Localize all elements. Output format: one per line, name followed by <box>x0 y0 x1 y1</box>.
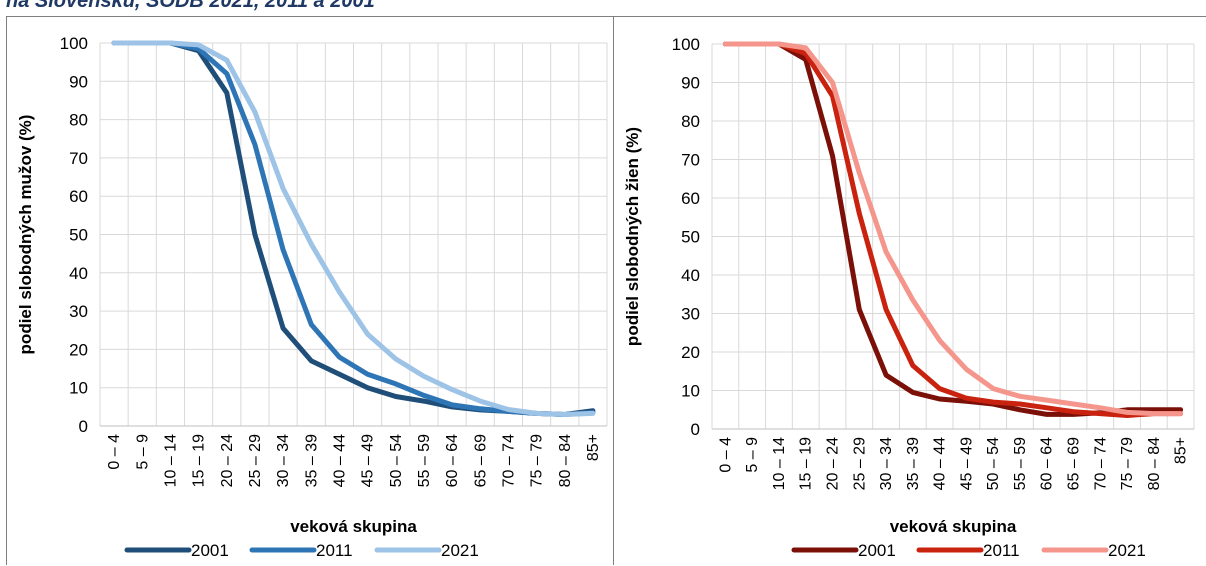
x-axis-title: veková skupina <box>290 517 417 536</box>
x-tick-label: 45 – 49 <box>360 434 377 487</box>
x-tick-label: 50 – 54 <box>985 437 1002 490</box>
y-tick-label: 80 <box>681 112 700 131</box>
x-tick-label: 35 – 39 <box>905 437 922 490</box>
y-tick-label: 50 <box>681 228 700 247</box>
y-tick-label: 40 <box>681 266 700 285</box>
y-tick-label: 70 <box>681 151 700 170</box>
chart-panel-men: 0 10 20 30 40 50 60 70 80 90 100 0 – 4 5 – 9 10 – 14 1… <box>6 16 613 565</box>
y-tick-label: 30 <box>69 302 88 321</box>
x-tick-label: 0 – 4 <box>106 434 123 470</box>
legend-label-2021: 2021 <box>1108 541 1146 560</box>
y-tick-label: 20 <box>681 343 700 362</box>
x-tick-label: 25 – 29 <box>851 437 868 490</box>
y-axis-title: podiel slobodných žien (%) <box>623 127 642 346</box>
x-tick-label: 85+ <box>585 434 602 461</box>
y-tick-label: 80 <box>69 111 88 130</box>
legend-label-2011: 2011 <box>316 541 353 560</box>
x-tick-label: 60 – 64 <box>444 434 461 487</box>
x-tick-label: 50 – 54 <box>388 434 405 487</box>
legend-label-2001: 2001 <box>858 541 896 560</box>
legend-label-2021: 2021 <box>441 541 479 560</box>
x-tick-label: 75 – 79 <box>1119 437 1136 490</box>
x-tick-label: 5 – 9 <box>134 434 151 470</box>
x-tick-label: 55 – 59 <box>416 434 433 487</box>
x-tick-label: 75 – 79 <box>529 434 546 487</box>
legend-label-2001: 2001 <box>191 541 229 560</box>
x-tick-label: 60 – 64 <box>1039 437 1056 490</box>
x-axis-title: veková skupina <box>890 517 1017 536</box>
y-tick-label: 60 <box>681 189 700 208</box>
x-tick-label: 85+ <box>1173 437 1190 464</box>
chart-heading: na Slovensku, SODB 2021, 2011 a 2001 <box>6 0 375 12</box>
x-tick-label: 70 – 74 <box>500 434 517 487</box>
y-tick-label: 10 <box>681 382 700 401</box>
series-line-2011 <box>722 41 1184 418</box>
x-tick-label: 10 – 14 <box>162 434 179 487</box>
series-line-2021 <box>722 41 1184 417</box>
x-tick-label: 35 – 39 <box>303 434 320 487</box>
y-tick-label: 20 <box>69 340 88 359</box>
x-tick-label: 80 – 84 <box>1146 437 1163 490</box>
y-tick-label: 70 <box>69 149 88 168</box>
x-tick-label: 45 – 49 <box>958 437 975 490</box>
y-tick-label: 0 <box>79 417 88 436</box>
y-tick-label: 10 <box>69 379 88 398</box>
y-tick-label: 90 <box>681 74 700 93</box>
x-tick-label: 30 – 34 <box>878 437 895 490</box>
x-tick-label: 40 – 44 <box>331 434 348 487</box>
x-tick-label: 20 – 24 <box>825 437 842 490</box>
legend-label-2011: 2011 <box>983 541 1020 560</box>
y-tick-label: 100 <box>672 35 700 54</box>
x-tick-label: 25 – 29 <box>247 434 264 487</box>
y-tick-label: 50 <box>69 226 88 245</box>
x-tick-label: 40 – 44 <box>932 437 949 490</box>
x-tick-label: 0 – 4 <box>717 437 734 473</box>
chart-women-svg: 0 10 20 30 40 50 60 70 80 90 100 0 – 4 5 – 9 10 – 14 1… <box>623 35 1195 560</box>
x-tick-label: 30 – 34 <box>275 434 292 487</box>
y-tick-label: 40 <box>69 264 88 283</box>
series-line-2021 <box>111 40 596 417</box>
x-tick-label: 15 – 19 <box>798 437 815 490</box>
y-tick-label: 100 <box>60 34 88 53</box>
x-tick-label: 5 – 9 <box>744 437 761 473</box>
x-tick-label: 10 – 14 <box>771 437 788 490</box>
x-tick-label: 65 – 69 <box>472 434 489 487</box>
chart-panel-women: 0 10 20 30 40 50 60 70 80 90 100 0 – 4 5 – 9 10 – 14 1… <box>613 16 1206 565</box>
chart-men-svg: 0 10 20 30 40 50 60 70 80 90 100 0 – 4 5 – 9 10 – 14 1… <box>16 34 608 560</box>
x-tick-label: 80 – 84 <box>557 434 574 487</box>
x-tick-label: 70 – 74 <box>1092 437 1109 490</box>
y-tick-label: 90 <box>69 72 88 91</box>
x-tick-label: 15 – 19 <box>191 434 208 487</box>
x-tick-label: 20 – 24 <box>219 434 236 487</box>
y-tick-label: 0 <box>691 420 700 439</box>
y-tick-label: 60 <box>69 187 88 206</box>
x-tick-label: 65 – 69 <box>1066 437 1083 490</box>
y-axis-title: podiel slobodných mužov (%) <box>16 115 35 355</box>
x-tick-label: 55 – 59 <box>1012 437 1029 490</box>
y-tick-label: 30 <box>681 305 700 324</box>
